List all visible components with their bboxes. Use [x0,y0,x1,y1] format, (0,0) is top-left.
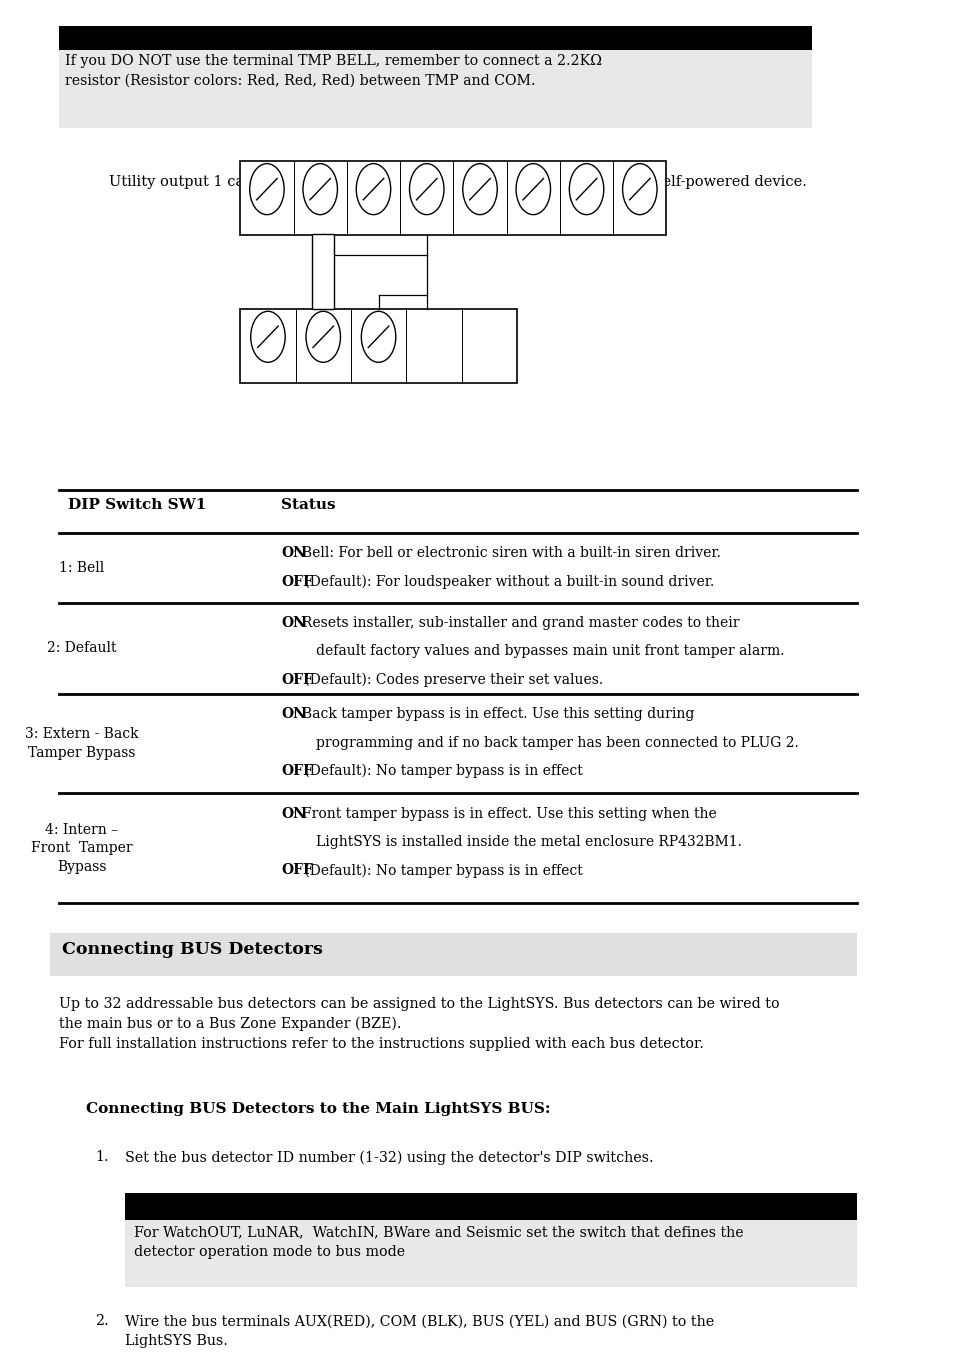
Text: 3: Extern - Back
Tamper Bypass: 3: Extern - Back Tamper Bypass [25,727,138,760]
Text: If you DO NOT use the terminal TMP BELL, remember to connect a 2.2KΩ
resistor (R: If you DO NOT use the terminal TMP BELL,… [65,54,601,87]
Text: Status: Status [281,498,335,512]
Text: CMD
+: CMD + [370,363,387,375]
Circle shape [516,164,550,215]
Bar [125,1220,856,1288]
Text: 2.2K: 2.2K [318,264,328,280]
Circle shape [306,311,340,363]
Text: DIP Switch SW1: DIP Switch SW1 [68,498,206,512]
Text: BELL / LS
+    -: BELL / LS + - [463,215,497,227]
Text: : Bell: For bell or electronic siren with a built-in siren driver.: : Bell: For bell or electronic siren wit… [294,547,720,561]
Text: C
UO1: C UO1 [578,215,594,227]
Text: Utility output 1 can be used to activate a self-powered siren or any other self-: Utility output 1 can be used to activate… [109,175,806,188]
Text: OFF: OFF [281,574,313,589]
Text: AUX: AUX [365,221,380,227]
Text: Set the bus detector ID number (1-32) using the detector's DIP switches.: Set the bus detector ID number (1-32) us… [125,1151,653,1164]
Text: ON: ON [281,616,306,630]
Text: ON: ON [281,707,306,722]
Text: –: – [432,368,436,375]
Bar [125,1193,856,1220]
Text: Wire the bus terminals AUX(RED), COM (BLK), BUS (YEL) and BUS (GRN) to the
Light: Wire the bus terminals AUX(RED), COM (BL… [125,1315,714,1347]
Text: (Default): Codes preserve their set values.: (Default): Codes preserve their set valu… [299,673,602,686]
Circle shape [251,311,285,363]
Text: : Front tamper bypass is in effect. Use this setting when the: : Front tamper bypass is in effect. Use … [294,807,717,821]
Text: 1: Bell: 1: Bell [59,561,104,575]
Circle shape [462,164,497,215]
Bar [50,933,856,976]
Circle shape [303,164,337,215]
Text: programming and if no back tamper has been connected to PLUG 2.: programming and if no back tamper has be… [281,735,798,750]
Circle shape [355,164,391,215]
Text: N.O: N.O [633,221,646,227]
Text: TMP: TMP [260,368,275,375]
Text: : Back tamper bypass is in effect. Use this setting during: : Back tamper bypass is in effect. Use t… [294,707,694,722]
Bar [312,234,334,310]
Text: (Default): For loudspeaker without a built-in sound driver.: (Default): For loudspeaker without a bui… [299,574,713,589]
Text: Connecting BUS Detectors to the Main LightSYS BUS:: Connecting BUS Detectors to the Main Lig… [86,1102,550,1116]
Text: OFF: OFF [281,862,313,877]
Text: default factory values and bypasses main unit front tamper alarm.: default factory values and bypasses main… [281,645,783,658]
Circle shape [361,311,395,363]
Text: ON: ON [281,807,306,821]
Circle shape [250,164,284,215]
Text: LightSYS is installed inside the metal enclosure RP432BM1.: LightSYS is installed inside the metal e… [281,835,741,849]
Circle shape [409,164,443,215]
Text: 4: Intern –
Front  Tamper
Bypass: 4: Intern – Front Tamper Bypass [30,823,132,873]
Text: BELL
TMP: BELL TMP [311,215,329,227]
Circle shape [622,164,657,215]
Text: (Default): No tamper bypass is in effect: (Default): No tamper bypass is in effect [299,764,581,779]
Text: +: + [486,368,492,375]
Text: COM: COM [417,221,435,227]
Text: Connecting BUS Detectors: Connecting BUS Detectors [62,941,322,959]
Bar [240,161,666,234]
Text: ON: ON [281,547,306,561]
Text: For WatchOUT, LuNAR,  WatchIN, BWare and Seismic set the switch that defines the: For WatchOUT, LuNAR, WatchIN, BWare and … [134,1225,743,1259]
Bar [59,26,811,50]
Text: 1.: 1. [95,1151,109,1164]
Bar [59,50,811,127]
Bar [240,309,517,383]
Text: 2: Default: 2: Default [47,642,116,655]
Text: TMP: TMP [315,368,331,375]
Text: Up to 32 addressable bus detectors can be assigned to the LightSYS. Bus detector: Up to 32 addressable bus detectors can b… [59,998,779,1051]
Text: : Resets installer, sub-installer and grand master codes to their: : Resets installer, sub-installer and gr… [294,616,740,630]
Text: 2.: 2. [95,1315,109,1328]
Text: OFF: OFF [281,764,313,777]
Circle shape [569,164,603,215]
Text: COM: COM [258,221,275,227]
Text: (Default): No tamper bypass is in effect: (Default): No tamper bypass is in effect [299,862,581,877]
Text: N.C: N.C [526,221,539,227]
Text: OFF: OFF [281,673,313,686]
